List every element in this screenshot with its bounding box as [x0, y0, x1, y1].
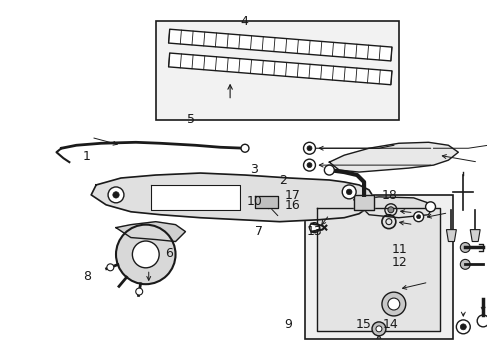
Circle shape — [413, 212, 423, 222]
Circle shape — [375, 326, 381, 332]
Circle shape — [371, 322, 385, 336]
Circle shape — [116, 225, 175, 284]
Text: 18: 18 — [381, 189, 397, 202]
Circle shape — [309, 223, 319, 233]
Circle shape — [113, 192, 119, 198]
Circle shape — [416, 215, 420, 219]
Polygon shape — [168, 53, 391, 85]
Polygon shape — [116, 222, 185, 242]
Text: 16: 16 — [285, 198, 300, 212]
Text: 3: 3 — [250, 163, 258, 176]
Circle shape — [459, 260, 469, 269]
Circle shape — [324, 165, 334, 175]
Text: 14: 14 — [382, 318, 397, 331]
Polygon shape — [328, 142, 457, 172]
Polygon shape — [317, 208, 440, 331]
Text: 1: 1 — [82, 150, 91, 163]
Text: 7: 7 — [255, 225, 263, 238]
Circle shape — [136, 288, 142, 295]
Text: 8: 8 — [82, 270, 91, 283]
Circle shape — [346, 189, 351, 195]
Circle shape — [387, 298, 399, 310]
Circle shape — [387, 207, 393, 213]
Polygon shape — [353, 195, 373, 210]
Circle shape — [455, 320, 469, 334]
Text: 17: 17 — [285, 189, 300, 202]
Polygon shape — [304, 195, 452, 339]
Circle shape — [108, 187, 123, 203]
Circle shape — [425, 202, 435, 212]
Text: 11: 11 — [391, 243, 407, 256]
Polygon shape — [446, 230, 455, 242]
Circle shape — [342, 185, 355, 199]
Circle shape — [306, 146, 311, 151]
Polygon shape — [353, 197, 433, 218]
Text: 6: 6 — [165, 247, 173, 260]
Text: 10: 10 — [246, 195, 262, 208]
Text: 2: 2 — [279, 174, 286, 186]
Polygon shape — [168, 29, 391, 61]
Text: 13: 13 — [306, 225, 322, 238]
Circle shape — [241, 144, 248, 152]
Circle shape — [306, 163, 311, 168]
Text: 15: 15 — [355, 318, 370, 331]
Circle shape — [107, 264, 114, 271]
Circle shape — [303, 159, 315, 171]
Text: 4: 4 — [240, 14, 248, 27]
Circle shape — [476, 315, 488, 327]
Circle shape — [132, 241, 159, 268]
Text: 9: 9 — [284, 318, 291, 331]
Circle shape — [381, 292, 405, 316]
Polygon shape — [150, 185, 240, 210]
Polygon shape — [469, 230, 479, 242]
Circle shape — [303, 142, 315, 154]
Polygon shape — [155, 21, 398, 121]
Polygon shape — [91, 173, 373, 222]
Text: 12: 12 — [391, 256, 407, 269]
Circle shape — [459, 324, 466, 330]
Circle shape — [459, 243, 469, 252]
Text: 5: 5 — [187, 113, 195, 126]
Polygon shape — [254, 196, 277, 208]
